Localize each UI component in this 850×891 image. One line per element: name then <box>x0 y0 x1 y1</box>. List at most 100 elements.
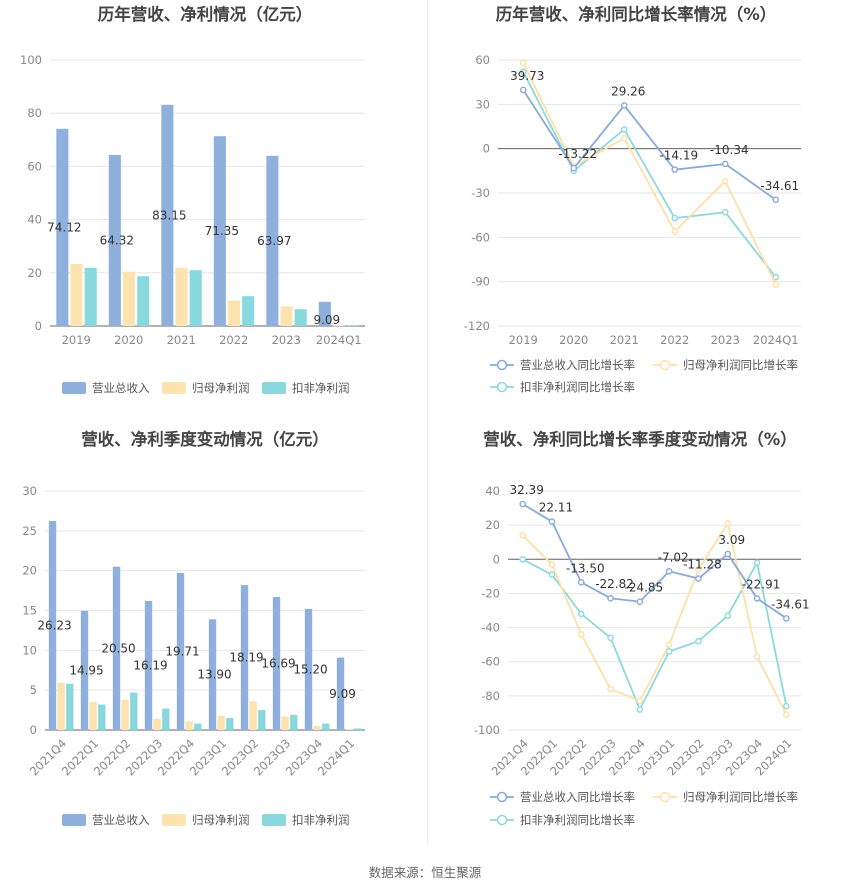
x-tick-label: 2021 <box>167 333 196 347</box>
bar <box>57 682 65 730</box>
series-line <box>522 71 777 278</box>
chart-svg: 历年营收、净利情况（亿元） 0 20 40 60 80 100 2019 2020 2021 202… <box>20 4 365 395</box>
data-label: -13.50 <box>566 561 605 575</box>
y-tick-label: -120 <box>464 319 490 333</box>
y-tick-label: -60 <box>481 655 500 669</box>
bar <box>217 715 225 730</box>
y-tick-label: 60 <box>27 159 42 173</box>
chart-title: 营收、净利季度变动情况（亿元） <box>81 429 329 449</box>
data-point <box>783 711 790 718</box>
bar <box>345 729 353 730</box>
bar <box>70 264 83 326</box>
bar <box>280 306 293 326</box>
chart-svg: 营收、净利季度变动情况（亿元）0510152025302021Q42022Q12… <box>22 429 365 827</box>
data-label: -22.91 <box>742 577 781 591</box>
data-point <box>695 575 702 582</box>
y-tick-label: 20 <box>27 266 42 280</box>
bar <box>56 128 69 326</box>
bar <box>175 267 188 326</box>
bar <box>194 723 202 730</box>
data-point <box>772 196 780 204</box>
data-label: -13.22 <box>558 147 597 161</box>
x-tick-label: 2024Q1 <box>753 333 799 347</box>
bar <box>98 704 106 730</box>
annual-amounts-chart: 历年营收、净利情况（亿元） 0 20 40 60 80 100 2019 2020 2021 202… <box>0 0 425 410</box>
y-tick-label: 30 <box>22 484 37 498</box>
data-point <box>671 166 679 173</box>
bar <box>48 521 57 730</box>
data-label: 71.35 <box>205 224 239 238</box>
y-tick-label: -40 <box>481 621 500 635</box>
y-tick-label: -80 <box>481 689 500 703</box>
data-point <box>607 594 614 602</box>
legend-label: 归母净利润 <box>192 813 250 827</box>
data-point <box>671 228 679 235</box>
data-label: -7.02 <box>658 550 689 564</box>
y-tick-label: 10 <box>22 643 37 657</box>
data-point <box>548 518 556 525</box>
chart-title: 营收、净利同比增长率季度变动情况（%） <box>483 429 797 449</box>
bar <box>108 154 121 326</box>
data-label: 3.09 <box>718 533 745 547</box>
bar <box>144 601 153 730</box>
data-point <box>519 555 526 563</box>
bar <box>226 718 234 730</box>
y-tick-label: 40 <box>485 484 500 498</box>
data-point <box>548 571 556 578</box>
chart-title: 历年营收、净利情况（亿元） <box>98 4 313 24</box>
series-line <box>522 521 788 716</box>
y-tick-label: -20 <box>481 586 500 600</box>
x-tick-label: 2021 <box>610 333 639 347</box>
legend-swatch <box>162 382 186 394</box>
y-tick-label: 20 <box>485 518 500 532</box>
bar <box>213 136 226 326</box>
legend-label: 归母净利润 <box>192 381 250 395</box>
data-point <box>519 500 526 508</box>
data-point <box>620 102 628 109</box>
x-tick-label: 2022 <box>660 333 689 347</box>
data-label: -34.61 <box>760 179 799 193</box>
data-label: 18.19 <box>229 651 263 665</box>
bar <box>322 723 330 730</box>
data-label: 16.69 <box>261 657 295 671</box>
data-point <box>607 634 614 642</box>
bar <box>313 726 321 730</box>
chart-svg: 营收、净利同比增长率季度变动情况（%） 40 20 0 -20 -40 -60 -80 -100… <box>474 429 810 827</box>
legend-label: 营业总收入 <box>92 381 150 395</box>
data-label: 9.09 <box>313 313 340 327</box>
bar <box>266 155 279 326</box>
bar <box>161 104 174 326</box>
x-tick-label: 2019 <box>509 333 538 347</box>
x-tick-label: 2023 <box>272 333 301 347</box>
data-label: 20.50 <box>101 641 135 655</box>
legend-marker <box>496 381 508 393</box>
legend-label: 归母净利润同比增长率 <box>683 790 798 804</box>
data-point <box>519 68 527 76</box>
y-tick-label: 5 <box>30 683 37 697</box>
data-point <box>665 567 673 575</box>
chart-title: 历年营收、净利同比增长率情况（%） <box>496 4 777 24</box>
data-point <box>721 177 729 185</box>
data-point <box>665 641 673 648</box>
bar <box>89 702 97 730</box>
data-point <box>772 273 780 281</box>
y-tick-label: -100 <box>474 723 500 737</box>
data-point <box>695 566 702 573</box>
bar <box>162 708 170 730</box>
legend-marker <box>659 791 671 803</box>
bar <box>189 270 202 326</box>
data-point <box>577 610 585 618</box>
bar <box>122 271 136 326</box>
data-point <box>620 135 628 142</box>
legend-swatch <box>62 814 86 826</box>
data-label: 74.12 <box>47 220 81 234</box>
legend-swatch <box>62 382 86 394</box>
data-label: 16.19 <box>133 659 167 673</box>
bar <box>272 597 281 730</box>
x-tick-label: 2019 <box>62 333 91 347</box>
y-tick-label: 60 <box>475 53 490 67</box>
y-tick-label: 0 <box>483 142 490 156</box>
data-label: 9.09 <box>329 687 356 701</box>
data-label: 15.20 <box>293 662 327 676</box>
data-label: -22.82 <box>595 577 634 591</box>
